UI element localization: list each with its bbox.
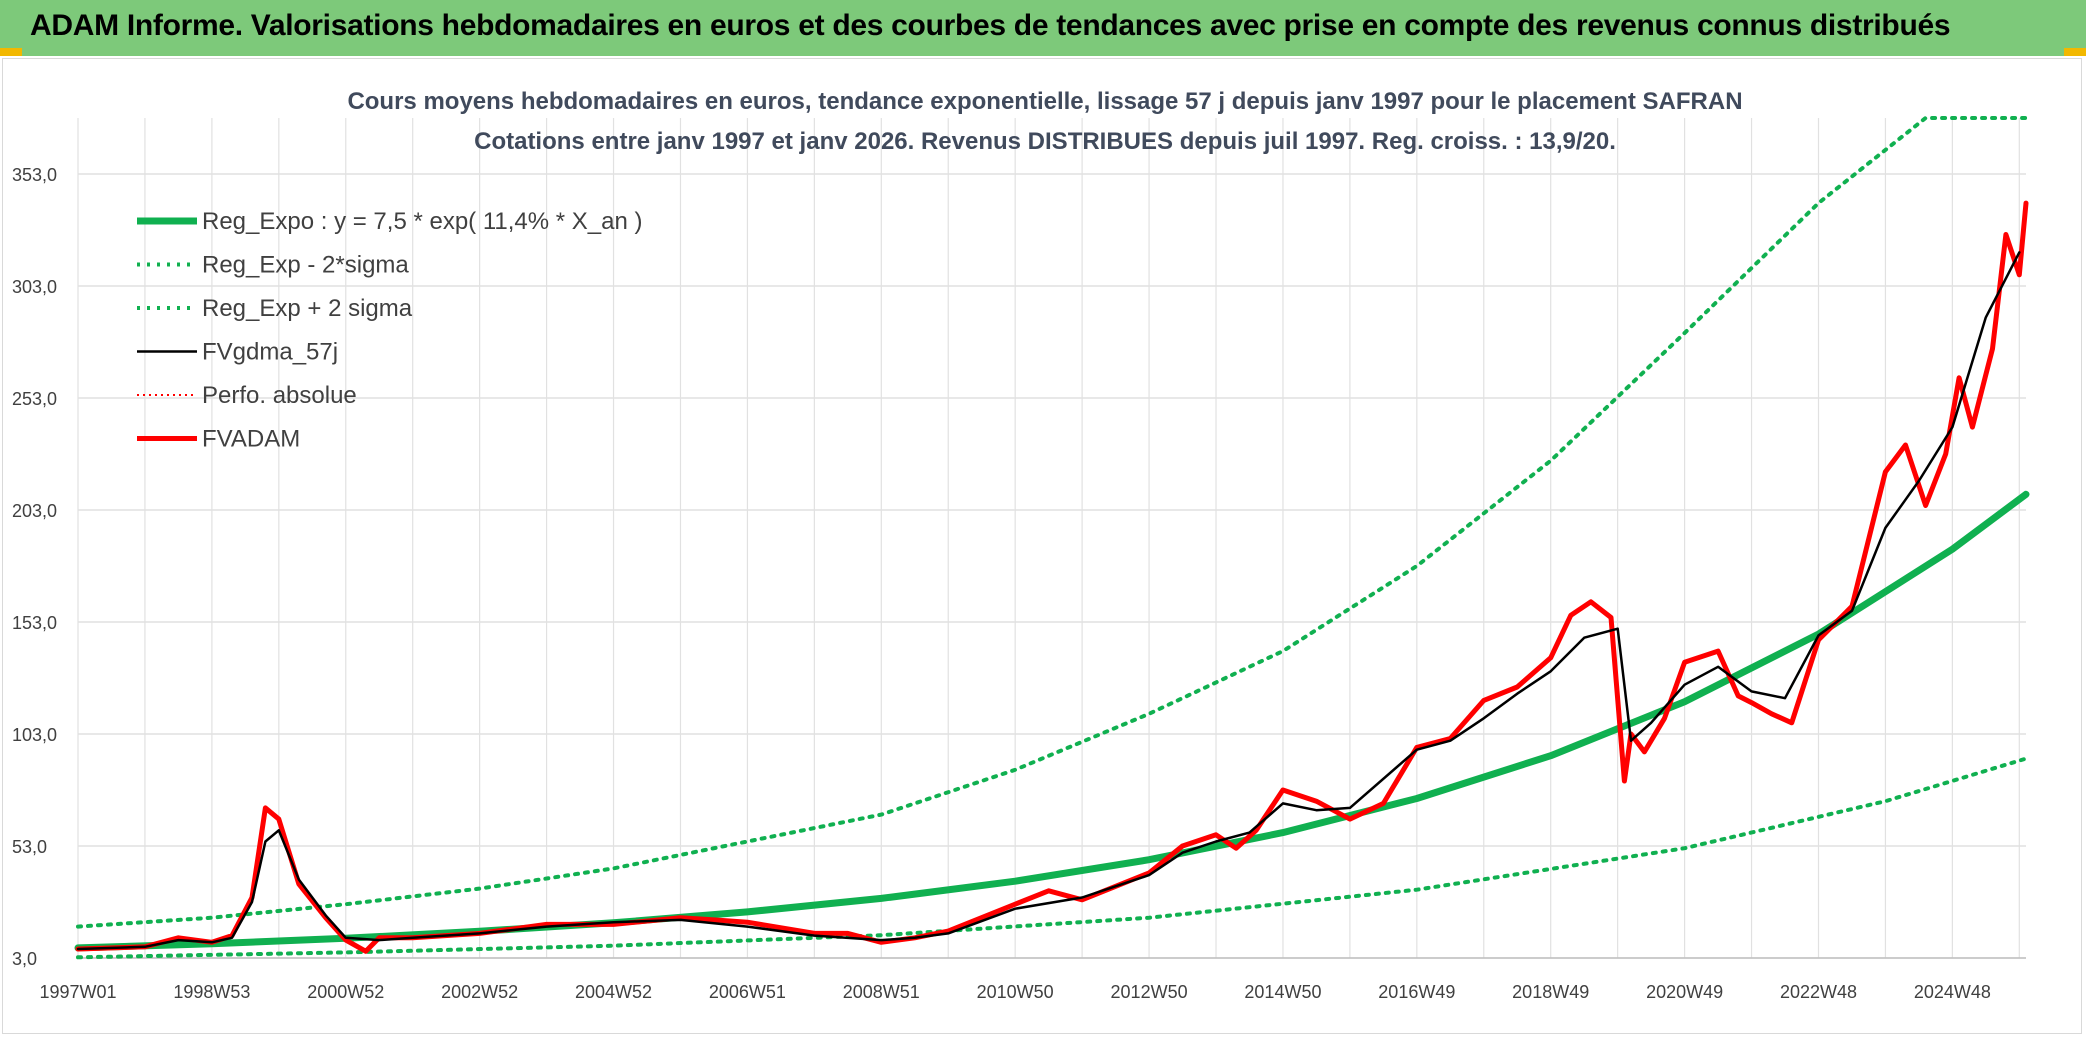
y-axis-ticks: 3,0 53,0 103,0 153,0 203,0 253,0 303,0 353,0 — [12, 165, 57, 969]
x-tick-label: 2010W50 — [977, 982, 1054, 1002]
moving-average-line — [76, 251, 2021, 951]
x-tick-label: 2018W49 — [1512, 982, 1589, 1002]
trend-lower-band — [76, 756, 2028, 960]
legend-label: Reg_Exp + 2 sigma — [202, 295, 413, 322]
trend-upper-band — [76, 116, 2028, 929]
x-tick-label: 1998W53 — [173, 982, 250, 1002]
legend-label: Reg_Expo : y = 7,5 * exp( 11,4% * X_an ) — [202, 208, 642, 235]
x-tick-label: 2014W50 — [1244, 982, 1321, 1002]
header-banner: ADAM Informe. Valorisations hebdomadaire… — [0, 0, 2086, 56]
chart-subtitle: Cotations entre janv 1997 et janv 2026. … — [474, 128, 1616, 155]
x-tick-label: 2008W51 — [843, 982, 920, 1002]
legend-label: Reg_Exp - 2*sigma — [202, 252, 409, 279]
banner-corner-left — [0, 48, 22, 56]
x-tick-label: 2002W52 — [441, 982, 518, 1002]
page-title: ADAM Informe. Valorisations hebdomadaire… — [30, 9, 1951, 42]
legend: Reg_Expo : y = 7,5 * exp( 11,4% * X_an )… — [137, 208, 642, 453]
y-tick-label: 103,0 — [12, 725, 57, 745]
chart-frame — [2, 58, 2082, 1034]
chart-title: Cours moyens hebdomadaires en euros, ten… — [347, 88, 1742, 115]
x-tick-label: 2016W49 — [1378, 982, 1455, 1002]
trend-line — [74, 490, 2030, 952]
series-layer — [74, 116, 2030, 960]
legend-label: FVADAM — [202, 426, 300, 453]
price-line — [75, 200, 2029, 954]
x-tick-label: 2006W51 — [709, 982, 786, 1002]
legend-label: FVgdma_57j — [202, 339, 338, 366]
y-tick-label: 353,0 — [12, 165, 57, 185]
banner-corner-right — [2064, 48, 2086, 56]
y-tick-label: 153,0 — [12, 613, 57, 633]
y-tick-label: 3,0 — [12, 949, 37, 969]
x-tick-label: 1997W01 — [39, 982, 116, 1002]
y-tick-label: 53,0 — [12, 837, 47, 857]
grid — [77, 118, 2026, 959]
x-tick-label: 2022W48 — [1780, 982, 1857, 1002]
y-tick-label: 303,0 — [12, 277, 57, 297]
y-tick-label: 203,0 — [12, 501, 57, 521]
y-tick-label: 253,0 — [12, 389, 57, 409]
legend-label: Perfo. absolue — [202, 382, 357, 409]
x-tick-label: 2024W48 — [1914, 982, 1991, 1002]
x-tick-label: 2020W49 — [1646, 982, 1723, 1002]
x-tick-label: 2012W50 — [1111, 982, 1188, 1002]
x-axis-ticks: 1997W01 1998W53 2000W52 2002W52 2004W52 2006W… — [39, 982, 1990, 1002]
x-tick-label: 2004W52 — [575, 982, 652, 1002]
x-tick-label: 2000W52 — [307, 982, 384, 1002]
